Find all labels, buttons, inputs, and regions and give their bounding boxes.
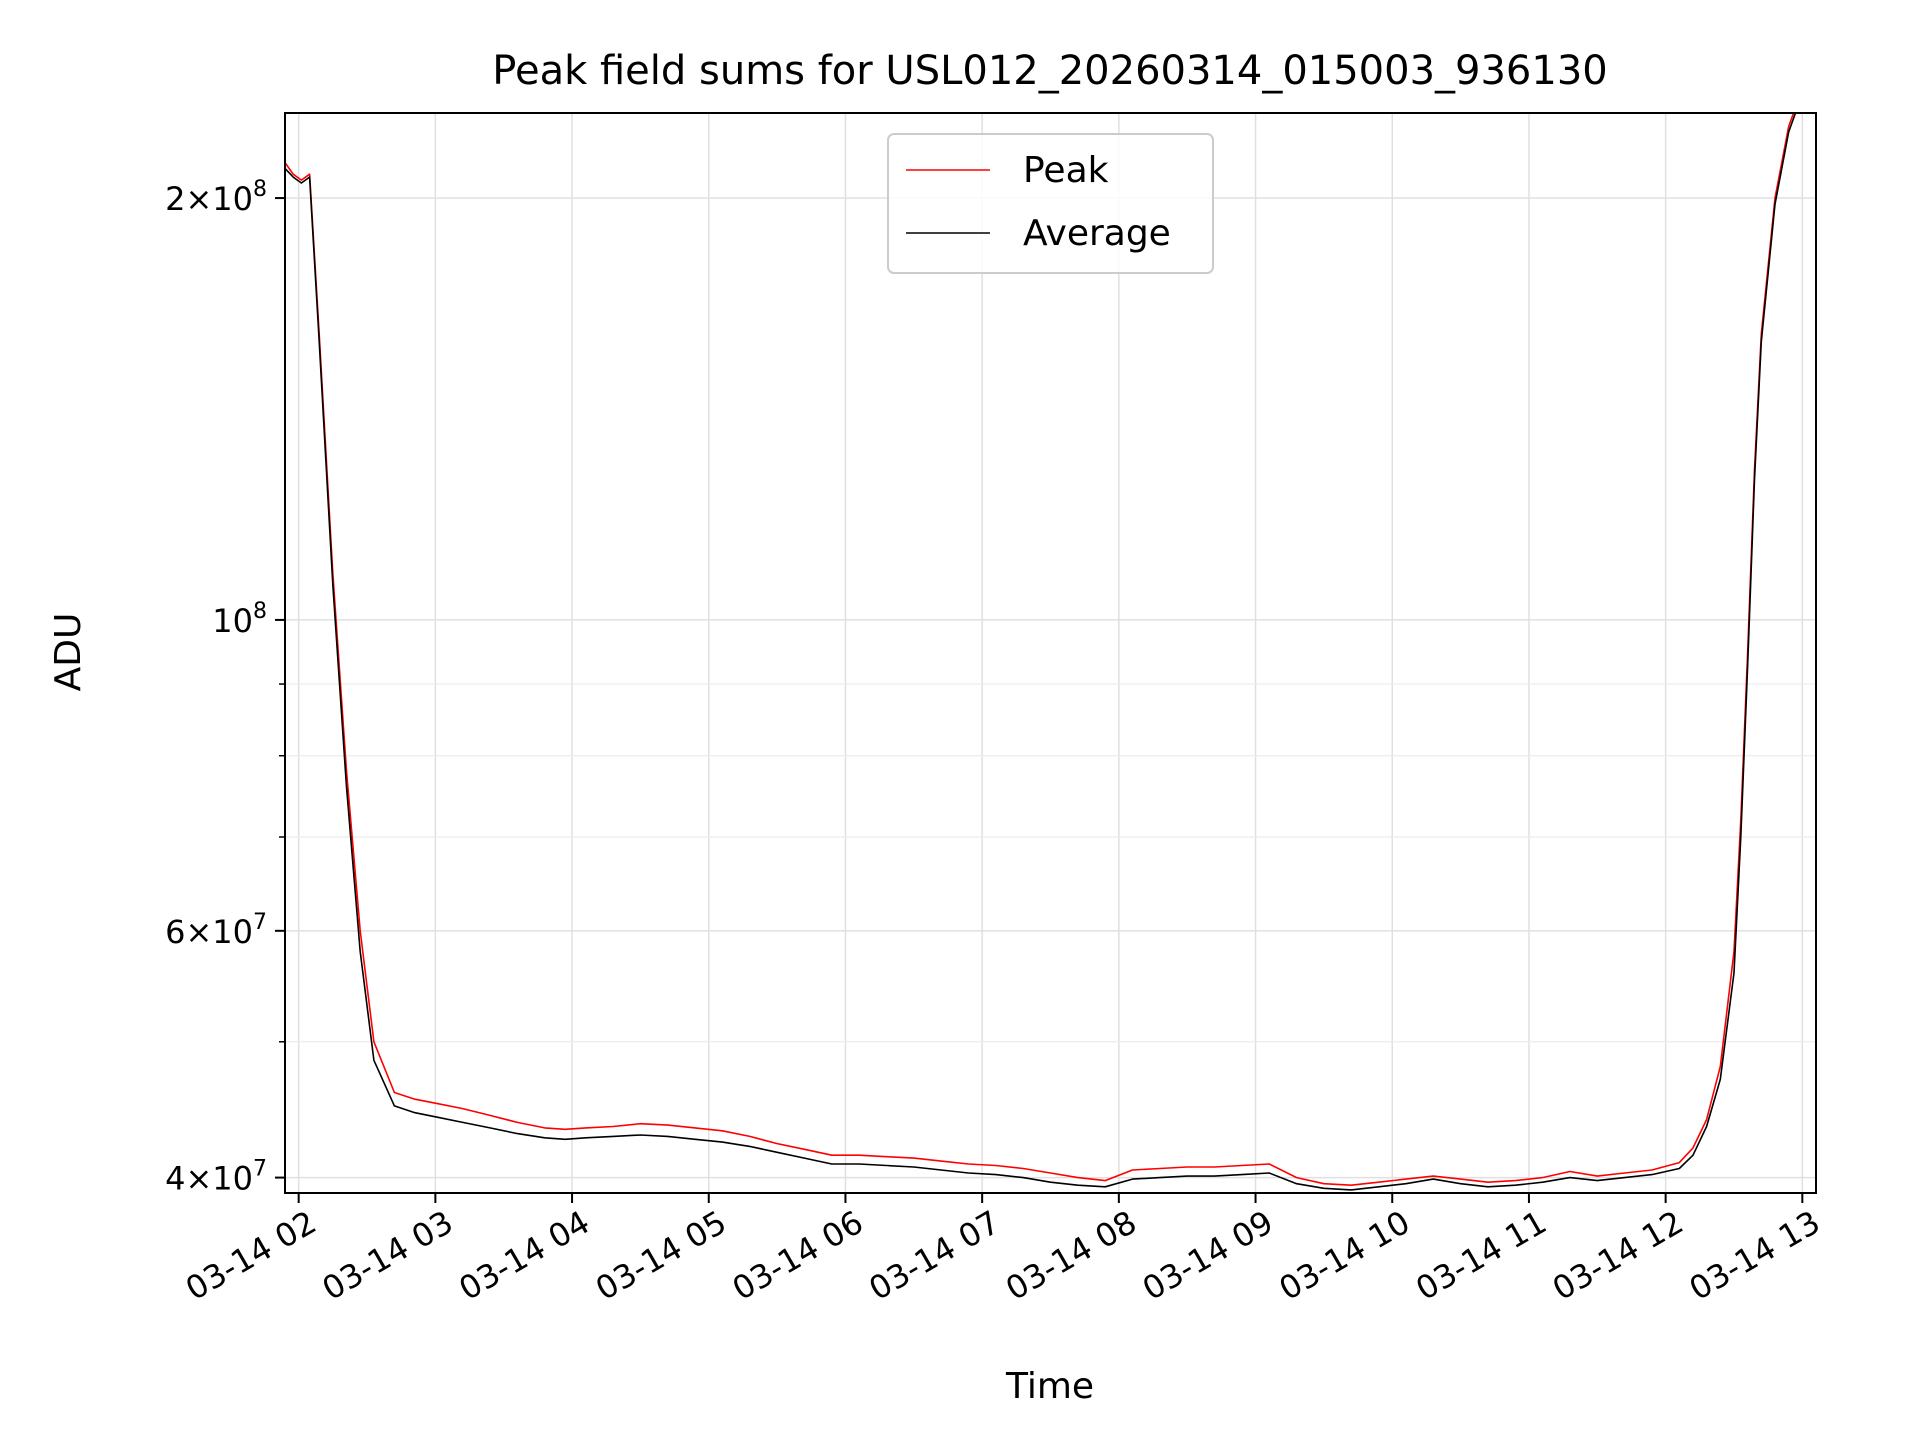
y-tick-label: 2×108 bbox=[165, 177, 267, 218]
y-axis-label: ADU bbox=[48, 613, 89, 692]
plot-frame bbox=[284, 112, 1817, 1194]
y-axis-ticks: 4×107 6×107 108 2×108 bbox=[165, 177, 285, 1198]
legend-peak-label: Peak bbox=[1023, 150, 1109, 191]
series-layer bbox=[285, 113, 1797, 1191]
grid bbox=[285, 113, 1816, 1193]
legend-average-label: Average bbox=[1023, 213, 1171, 254]
legend: Peak Average bbox=[887, 133, 1214, 274]
legend-box bbox=[887, 133, 1214, 274]
series-line-average bbox=[285, 113, 1797, 1191]
chart-title: Peak field sums for USL012_20260314_0150… bbox=[492, 48, 1607, 94]
y-tick-label: 4×107 bbox=[165, 1157, 267, 1198]
series-line-peak bbox=[285, 113, 1795, 1186]
x-axis-label: Time bbox=[1005, 1366, 1094, 1407]
y-tick-label: 6×107 bbox=[165, 910, 267, 951]
y-tick-label: 108 bbox=[212, 599, 267, 640]
